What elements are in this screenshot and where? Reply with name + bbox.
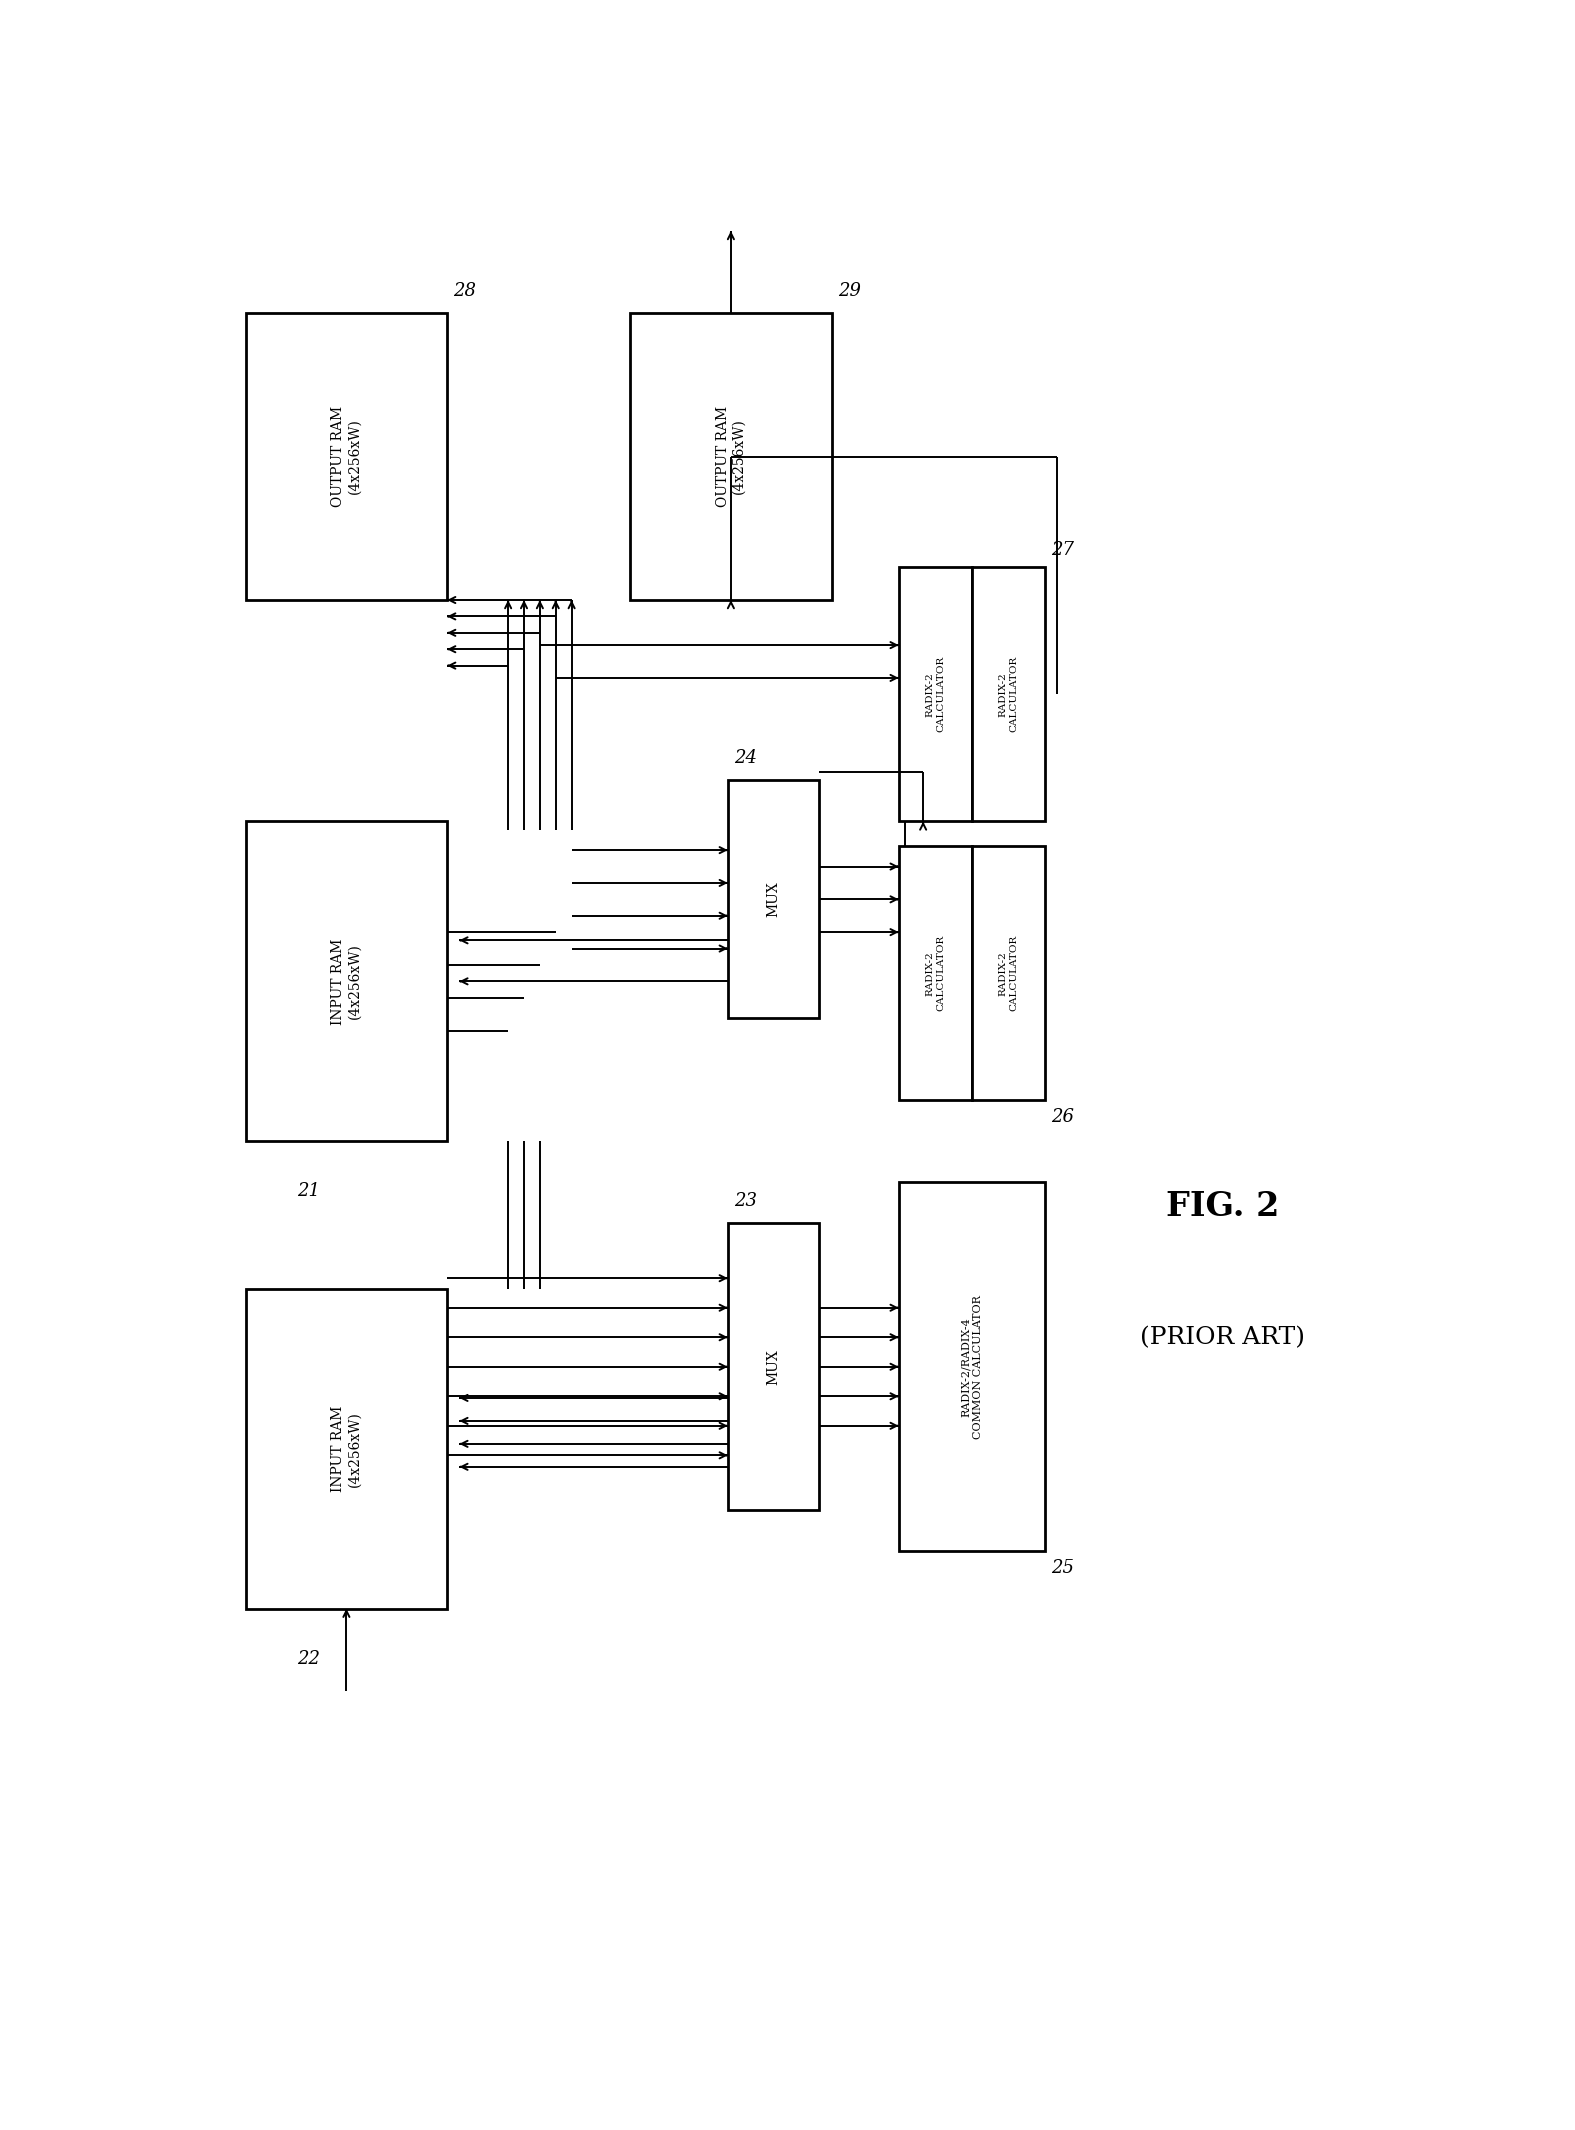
- Text: RADIX-2
CALCULATOR: RADIX-2 CALCULATOR: [926, 935, 945, 1012]
- Text: INPUT RAM
(4x256xW): INPUT RAM (4x256xW): [331, 1406, 362, 1491]
- Text: OUTPUT RAM
(4x256xW): OUTPUT RAM (4x256xW): [331, 407, 362, 507]
- Text: 29: 29: [838, 281, 860, 300]
- Text: 24: 24: [734, 750, 758, 767]
- Text: MUX: MUX: [767, 1348, 781, 1384]
- Bar: [972, 846, 1046, 1101]
- Text: (PRIOR ART): (PRIOR ART): [1140, 1327, 1304, 1350]
- Text: FIG. 2: FIG. 2: [1166, 1191, 1279, 1223]
- Bar: [728, 1223, 819, 1510]
- Text: OUTPUT RAM
(4x256xW): OUTPUT RAM (4x256xW): [715, 407, 747, 507]
- Bar: [972, 567, 1046, 822]
- Text: RADIX-2
CALCULATOR: RADIX-2 CALCULATOR: [999, 656, 1019, 733]
- Text: INPUT RAM
(4x256xW): INPUT RAM (4x256xW): [331, 937, 362, 1025]
- Text: RADIX-2/RADIX-4
COMMON CALCULATOR: RADIX-2/RADIX-4 COMMON CALCULATOR: [961, 1295, 983, 1438]
- Bar: [899, 567, 972, 822]
- Text: 28: 28: [454, 281, 476, 300]
- Bar: [899, 1182, 1046, 1551]
- Bar: [246, 1289, 447, 1608]
- Bar: [630, 313, 832, 601]
- Bar: [728, 780, 819, 1018]
- Text: RADIX-2
CALCULATOR: RADIX-2 CALCULATOR: [999, 935, 1019, 1012]
- Text: 22: 22: [298, 1649, 321, 1668]
- Text: RADIX-2
CALCULATOR: RADIX-2 CALCULATOR: [926, 656, 945, 733]
- Text: 25: 25: [1052, 1559, 1074, 1578]
- Bar: [246, 313, 447, 601]
- Text: 21: 21: [298, 1182, 321, 1201]
- Text: MUX: MUX: [767, 882, 781, 918]
- Text: 23: 23: [734, 1193, 758, 1210]
- Text: 26: 26: [1052, 1108, 1074, 1127]
- Bar: [246, 822, 447, 1142]
- Text: 27: 27: [1052, 541, 1074, 558]
- Bar: [899, 846, 972, 1101]
